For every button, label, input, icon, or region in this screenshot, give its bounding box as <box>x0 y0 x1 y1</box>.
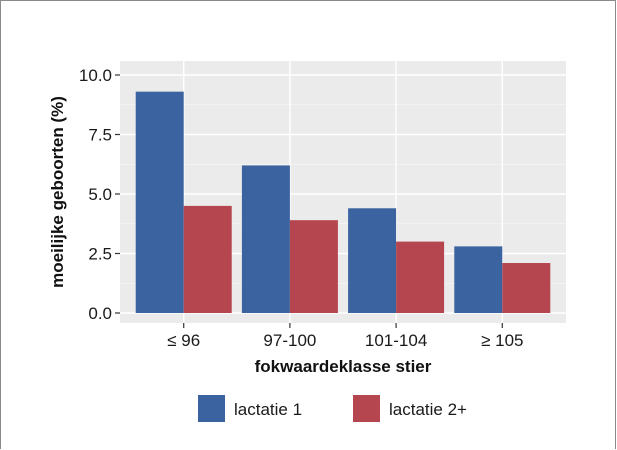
y-tick-label: 2.5 <box>88 245 112 264</box>
bar-lactatie-2plus-2 <box>396 241 445 313</box>
y-tick-label: 7.5 <box>88 126 112 145</box>
bar-lactatie-2plus-0 <box>183 205 232 313</box>
bar-lactatie-2plus-1 <box>289 220 338 313</box>
x-tick-label: ≤ 96 <box>167 331 200 350</box>
y-axis: 0.0 2.5 5.0 7.5 10.0 <box>79 66 120 323</box>
legend-label-lactatie-2plus: lactatie 2+ <box>389 400 467 419</box>
legend: lactatie 1 lactatie 2+ <box>198 395 467 422</box>
legend-swatch-lactatie-1 <box>198 395 225 422</box>
y-tick-label: 5.0 <box>88 185 112 204</box>
legend-label-lactatie-1: lactatie 1 <box>234 400 302 419</box>
x-axis: ≤ 96 97-100 101-104 ≥ 105 <box>167 323 523 350</box>
x-tick-label: 101-104 <box>365 331 427 350</box>
y-tick-label: 0.0 <box>88 304 112 323</box>
bar-lactatie-1-3 <box>454 246 503 313</box>
x-axis-title: fokwaardeklasse stier <box>255 357 432 376</box>
x-tick-label: ≥ 105 <box>481 331 523 350</box>
bars <box>135 91 551 313</box>
bar-lactatie-1-1 <box>241 165 290 313</box>
y-axis-title: moeilijke geboorten (%) <box>48 96 67 288</box>
y-tick-label: 10.0 <box>79 66 112 85</box>
x-tick-label: 97-100 <box>263 331 316 350</box>
bar-lactatie-1-0 <box>135 91 184 313</box>
bar-lactatie-2plus-3 <box>502 263 551 313</box>
bar-lactatie-1-2 <box>348 208 397 313</box>
legend-swatch-lactatie-2plus <box>353 395 380 422</box>
